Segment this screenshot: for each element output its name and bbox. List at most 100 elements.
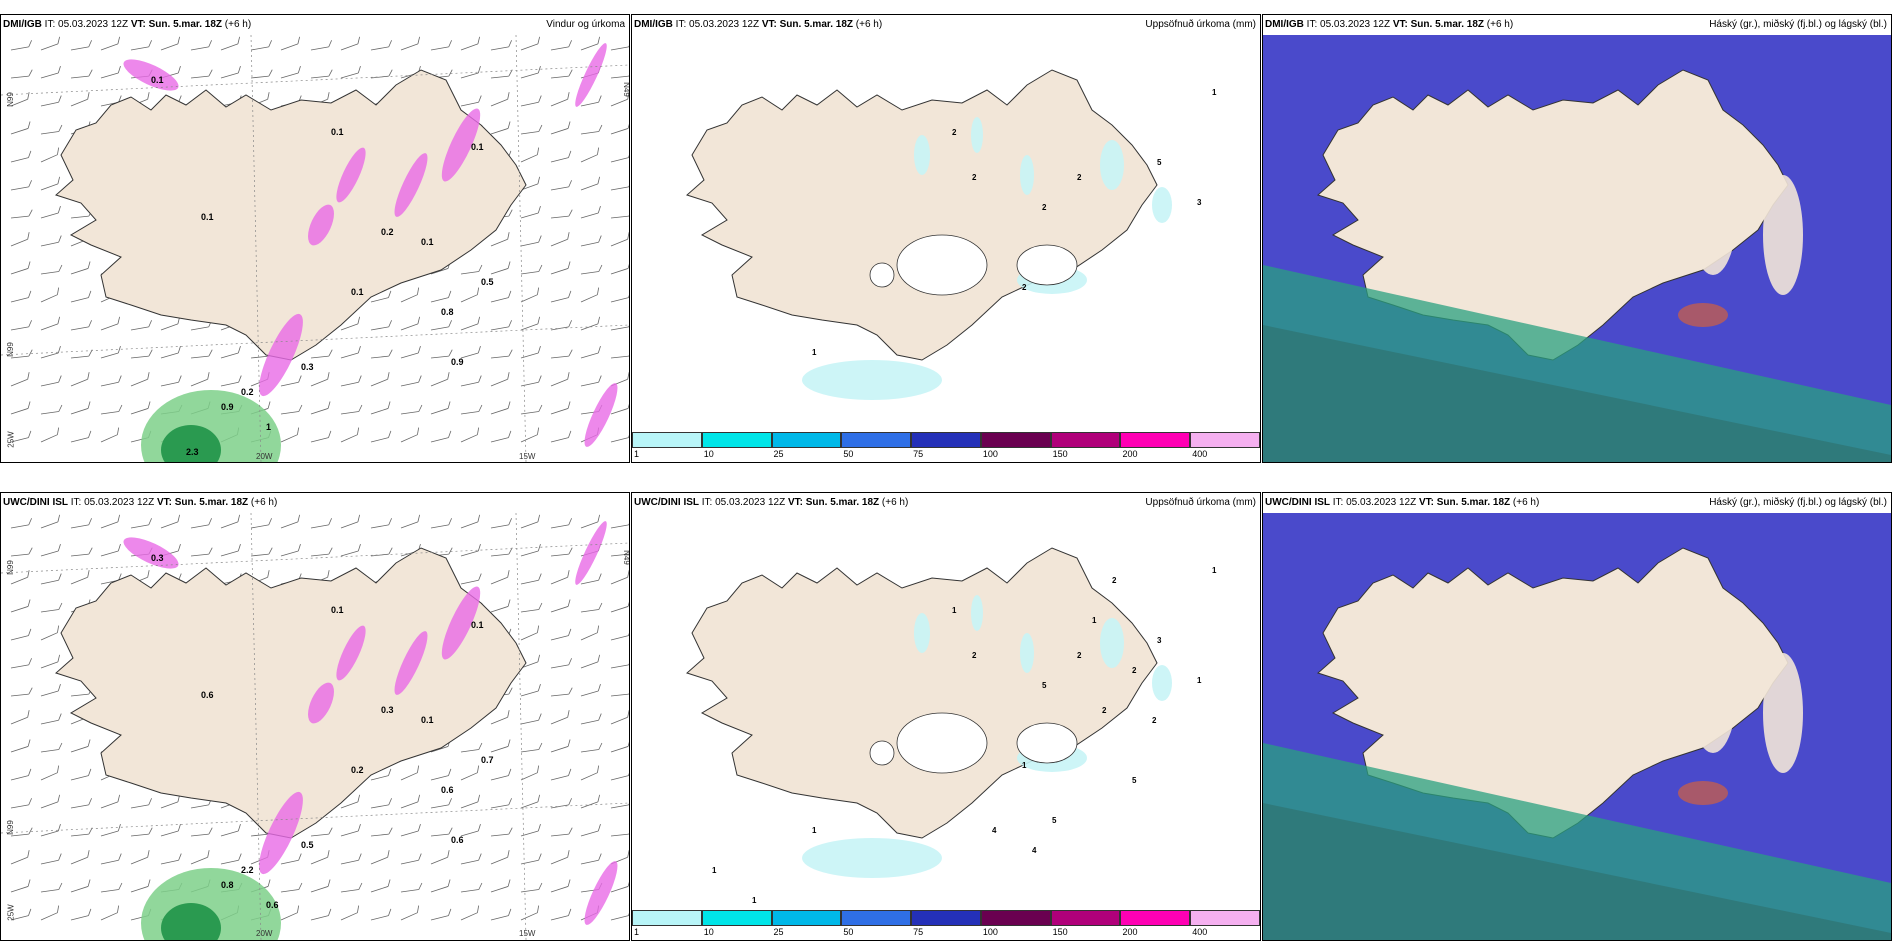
wind-barb [460, 404, 483, 415]
precip-plume [123, 59, 179, 91]
wind-barb [520, 853, 542, 865]
init-time: 05.03.2023 12Z [84, 497, 155, 508]
precip-area [802, 360, 942, 400]
precip-plume [336, 147, 366, 203]
wind-barb [160, 824, 181, 837]
wind-barb [520, 882, 543, 893]
wind-barb [400, 824, 421, 837]
wind-barb [460, 287, 480, 303]
iceland-outline [55, 69, 527, 361]
wind-barb [520, 147, 540, 163]
precip-value: 1 [1212, 566, 1217, 575]
wind-barb [490, 570, 510, 585]
precip-area [1152, 665, 1172, 701]
wind-barb [250, 40, 272, 51]
wind-barb [580, 684, 601, 697]
mid-cloud-band [1263, 803, 1891, 940]
wind-barb [490, 121, 511, 135]
wind-barb [340, 36, 361, 51]
precip-value: 2 [972, 173, 977, 182]
lat-label: N99 [5, 560, 15, 575]
wind-barb [70, 798, 92, 809]
wind-barb [490, 879, 511, 893]
wind-barb [40, 824, 61, 837]
wind-barb [520, 905, 540, 921]
precip-map: 1 2 2 2 2 5 3 2 1 [686, 69, 1217, 400]
wind-barb [190, 518, 212, 529]
precip-value: 0.3 [381, 705, 394, 715]
colorbar-tick: 25 [773, 927, 784, 937]
wind-barb [70, 290, 92, 303]
colorbar-swatch [841, 432, 912, 448]
wind-barb [10, 40, 32, 51]
wind-barb [10, 518, 32, 529]
precip-value: 1 [1092, 616, 1097, 625]
wind-barb [610, 261, 629, 275]
wind-barb [370, 320, 392, 331]
panel-header: UWC/DINI ISL IT: 05.03.2023 12Z VT: Sun.… [632, 493, 1260, 513]
wind-barb [490, 827, 513, 837]
wind-barb [580, 176, 601, 191]
colorbar-swatch [980, 432, 1051, 448]
wind-barb [550, 261, 571, 275]
lat-label: N99 [5, 92, 15, 107]
panel-wind-dmi: DMI/IGB IT: 05.03.2023 12Z VT: Sun. 5.ma… [0, 14, 630, 463]
colorbar-tick: 75 [913, 927, 924, 937]
wind-barb [430, 768, 452, 781]
precip-value: 2 [1152, 716, 1157, 725]
precip-value: 0.2 [381, 227, 394, 237]
wind-barb [130, 401, 151, 415]
precip-value: 2 [1077, 173, 1082, 182]
wind-barb [160, 346, 181, 359]
lead-time: (+6 h) [1512, 497, 1540, 508]
wind-barb [550, 599, 571, 613]
precip-value: 2 [1022, 283, 1027, 292]
wind-barb [370, 349, 393, 359]
wind-barb [40, 713, 62, 725]
wind-barb [100, 905, 120, 921]
wind-barb [430, 372, 450, 387]
wind-barb [190, 850, 210, 865]
wind-barb [10, 150, 32, 163]
wind-barb [400, 287, 420, 303]
colorbar-tick: 50 [843, 927, 854, 937]
wind-barb [40, 147, 60, 163]
precip-area [1020, 155, 1034, 195]
wind-barb [460, 264, 483, 275]
wind-barb [10, 739, 31, 753]
wind-barb [250, 518, 272, 529]
wind-barb [430, 879, 451, 893]
wind-barb [100, 427, 120, 443]
precip-plume [584, 383, 618, 447]
wind-barb [10, 628, 32, 641]
wind-barb [310, 908, 332, 921]
precip-value: 2 [1077, 651, 1082, 660]
precip-area [971, 595, 983, 631]
it-label: IT: [1306, 19, 1318, 30]
wind-barb [340, 375, 362, 387]
colorbar-tick: 1 [634, 449, 640, 459]
wind-barb [70, 261, 91, 275]
wind-barb [400, 316, 421, 331]
precip-value: 2.3 [186, 447, 199, 457]
wind-barb [400, 36, 421, 51]
wind-barb [520, 824, 541, 837]
wind-barb [340, 882, 363, 893]
valid-time: Sun. 5.mar. 18Z [779, 19, 854, 30]
colorbar-tick: 200 [1122, 449, 1138, 459]
wind-barb [400, 794, 421, 809]
precip-plume [584, 861, 618, 925]
wind-barb [130, 518, 152, 529]
wind-barb [550, 628, 572, 641]
wind-barb [580, 573, 602, 585]
wind-barb [40, 794, 61, 809]
valid-time: Sun. 5.mar. 18Z [805, 497, 880, 508]
graticule [515, 35, 527, 462]
valid-time: Sun. 5.mar. 18Z [148, 19, 223, 30]
vt-label: VT: [156, 497, 172, 508]
wind-barb [40, 346, 61, 359]
wind-barb [10, 401, 31, 415]
precip-area [1152, 187, 1172, 223]
wind-barb [10, 710, 30, 725]
colorbar-tick: 50 [843, 449, 854, 459]
